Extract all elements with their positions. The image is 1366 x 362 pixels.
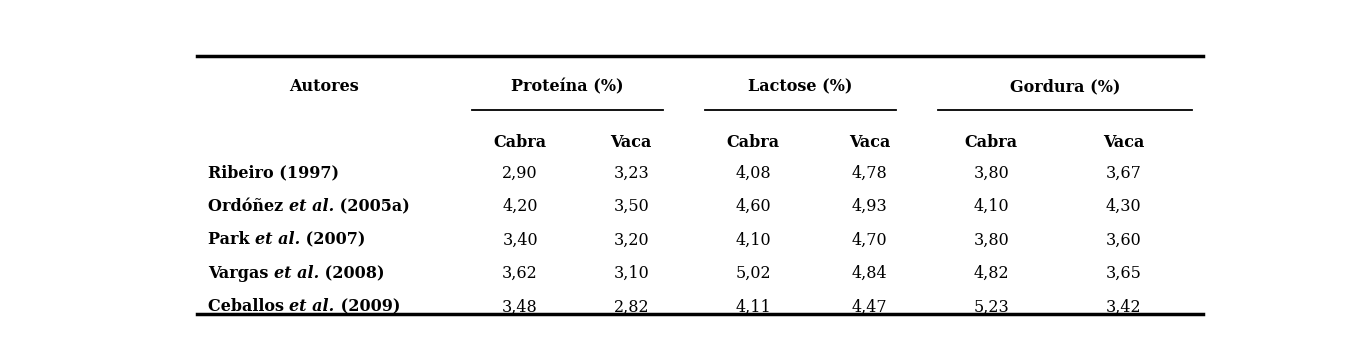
Text: Ordóñez: Ordóñez	[208, 198, 288, 215]
Text: Proteína (%): Proteína (%)	[511, 78, 624, 95]
Text: Ribeiro (1997): Ribeiro (1997)	[208, 165, 339, 182]
Text: Vaca: Vaca	[1102, 134, 1145, 151]
Text: 3,80: 3,80	[974, 165, 1009, 182]
Text: 4,60: 4,60	[735, 198, 770, 215]
Text: 5,02: 5,02	[735, 265, 770, 282]
Text: 3,60: 3,60	[1105, 231, 1142, 248]
Text: Cabra: Cabra	[964, 134, 1018, 151]
Text: 2,82: 2,82	[613, 298, 649, 315]
Text: 3,62: 3,62	[503, 265, 538, 282]
Text: 3,67: 3,67	[1105, 165, 1142, 182]
Text: 4,82: 4,82	[974, 265, 1009, 282]
Text: et al.: et al.	[255, 231, 301, 248]
Text: (2008): (2008)	[320, 265, 385, 282]
Text: 3,40: 3,40	[503, 231, 538, 248]
Text: 4,70: 4,70	[851, 231, 888, 248]
Text: Vargas: Vargas	[208, 265, 273, 282]
Text: Vaca: Vaca	[611, 134, 652, 151]
Text: 4,93: 4,93	[851, 198, 888, 215]
Text: 4,78: 4,78	[851, 165, 888, 182]
Text: 4,84: 4,84	[851, 265, 888, 282]
Text: 3,42: 3,42	[1105, 298, 1142, 315]
Text: Park: Park	[208, 231, 255, 248]
Text: (2007): (2007)	[301, 231, 366, 248]
Text: 4,10: 4,10	[735, 231, 770, 248]
Text: Autores: Autores	[290, 78, 359, 95]
Text: 3,23: 3,23	[613, 165, 649, 182]
Text: 4,10: 4,10	[974, 198, 1009, 215]
Text: et al.: et al.	[273, 265, 320, 282]
Text: Ceballos: Ceballos	[208, 298, 290, 315]
Text: 2,90: 2,90	[503, 165, 538, 182]
Text: 3,50: 3,50	[613, 198, 649, 215]
Text: 5,23: 5,23	[974, 298, 1009, 315]
Text: 4,20: 4,20	[503, 198, 538, 215]
Text: 4,47: 4,47	[851, 298, 888, 315]
Text: et al.: et al.	[290, 298, 335, 315]
Text: 4,11: 4,11	[735, 298, 770, 315]
Text: et al.: et al.	[288, 198, 333, 215]
Text: Vaca: Vaca	[848, 134, 891, 151]
Text: Cabra: Cabra	[727, 134, 780, 151]
Text: Cabra: Cabra	[493, 134, 546, 151]
Text: 3,80: 3,80	[974, 231, 1009, 248]
Text: (2009): (2009)	[335, 298, 400, 315]
Text: 3,48: 3,48	[503, 298, 538, 315]
Text: Gordura (%): Gordura (%)	[1009, 78, 1120, 95]
Text: 3,10: 3,10	[613, 265, 649, 282]
Text: Lactose (%): Lactose (%)	[749, 78, 852, 95]
Text: 3,20: 3,20	[613, 231, 649, 248]
Text: (2005a): (2005a)	[333, 198, 410, 215]
Text: 3,65: 3,65	[1105, 265, 1142, 282]
Text: 4,30: 4,30	[1105, 198, 1142, 215]
Text: 4,08: 4,08	[735, 165, 770, 182]
